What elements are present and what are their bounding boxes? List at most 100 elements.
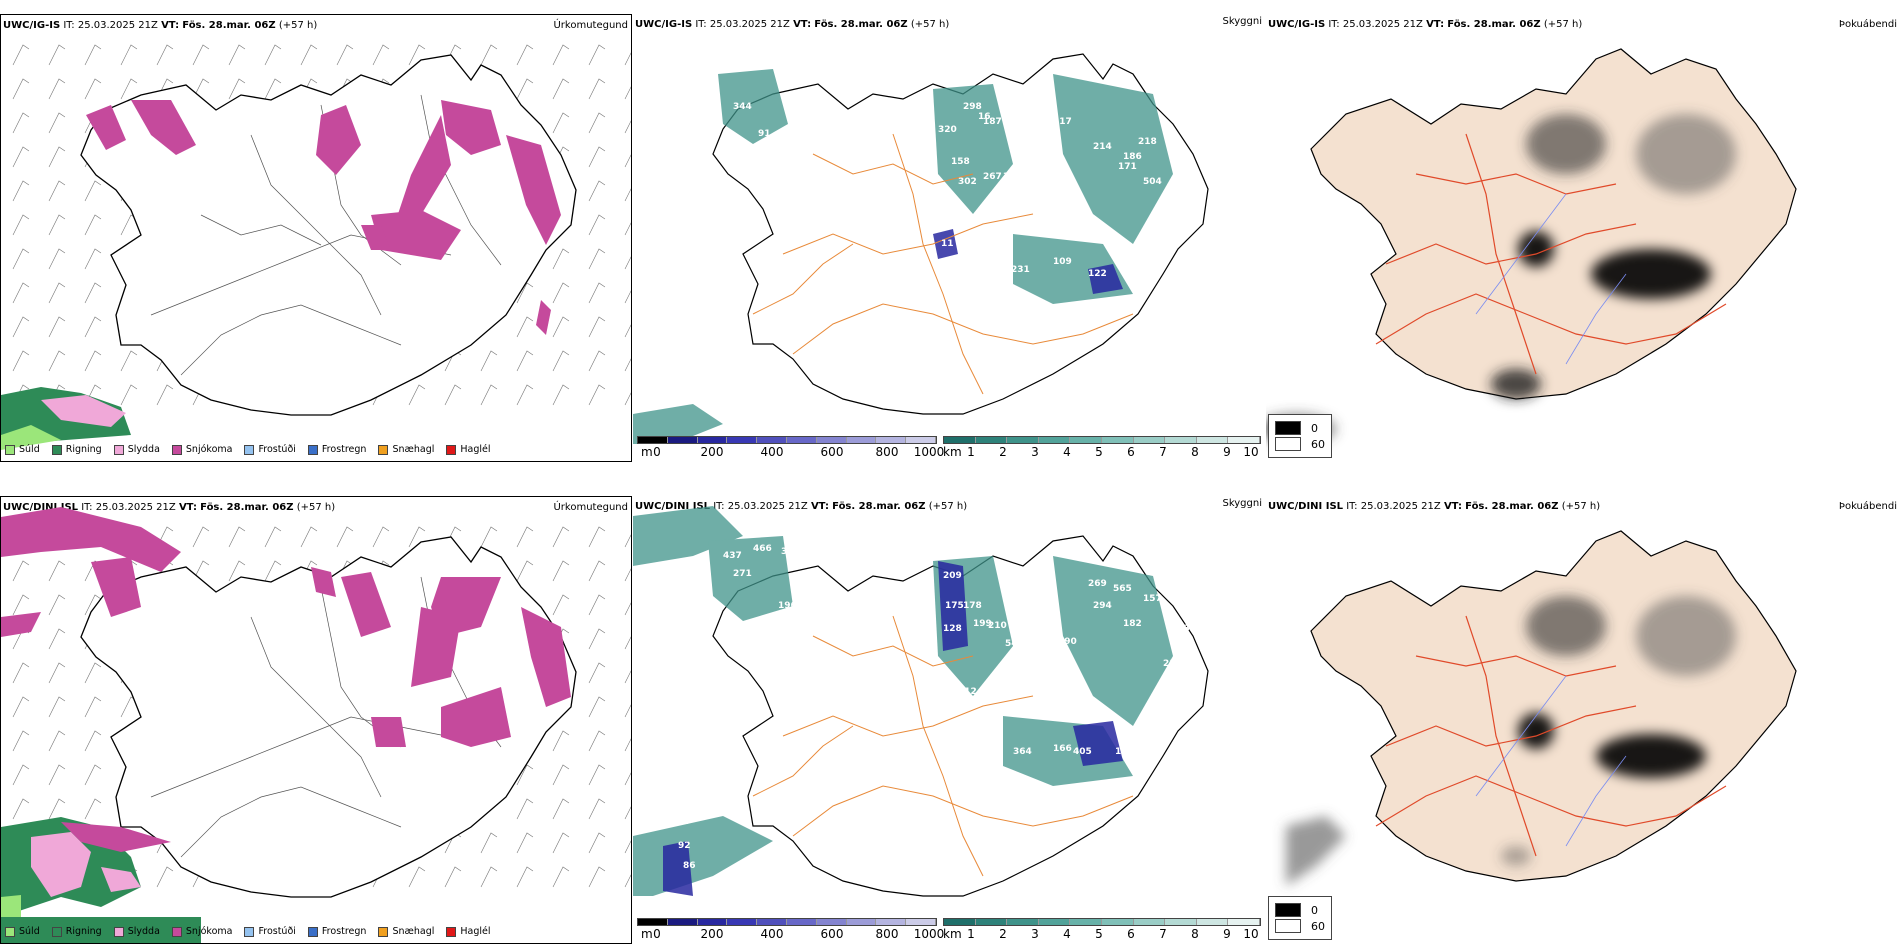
cloud-label: 11 [941,239,954,249]
wind-barb [12,316,30,338]
cloud-label: 112 [958,687,977,697]
cloud-label: 126 [671,817,690,827]
scale-tick: 3 [1031,445,1039,459]
cloud-label: 405 [1073,747,1092,757]
wind-barb [12,78,30,100]
wind-barb [408,866,426,888]
legend-swatch [378,444,389,455]
panel-title: Úrkomutegund [553,20,628,31]
legend-swatch [244,444,255,455]
fog-swatch [1275,919,1301,933]
cloud-label: 231 [1011,265,1030,275]
legend-swatch [113,926,124,937]
legend-item: Rigning [51,926,102,937]
cloud-label: 504 [1143,177,1162,187]
cloud-label: 269 [1088,579,1107,589]
fog-legend: 0 60 [1268,414,1332,458]
cloud-label: 364 [1013,747,1032,757]
panel-header: UWC/IG-IS IT: 25.03.2025 21Z VT: Fös. 28… [1268,19,1583,30]
wind-barb [300,44,318,66]
cloud-label: 218 [1138,137,1157,147]
cloud-label: 216 [1163,659,1182,669]
wind-barb [624,806,631,820]
panel-header: UWC/DINI ISL IT: 25.03.2025 21Z VT: Fös.… [635,501,968,512]
wind-barb [48,764,66,786]
wind-barb [120,78,138,100]
scale-swatch [1196,919,1229,925]
wind-barb [444,866,462,888]
wind-barb [624,86,631,100]
wind-barb [84,730,102,752]
wind-barb [84,180,102,202]
iceland-outline [80,54,577,416]
legend-item: Rigning [51,444,102,455]
wind-barb [228,560,246,582]
wind-barb [48,350,66,372]
wind-barb [408,526,426,548]
visibility-panel-bottom: UWC/DINI ISL IT: 25.03.2025 21Z VT: Fös.… [633,496,1265,944]
wind-barb [228,78,246,100]
wind-barb [588,78,606,100]
legend-swatch [51,444,62,455]
iceland-outline [1310,530,1797,882]
scale-swatch [906,437,936,443]
cloud-label: 610 [998,192,1017,202]
scale-unit: m [641,927,653,941]
wind-barb [264,44,282,66]
scale-swatch [1228,919,1260,925]
wind-barb [516,282,534,304]
cloud-label: 302 [958,177,977,187]
scale-tick: 10 [1243,445,1259,459]
cloud-label: 100 [1115,747,1134,757]
legend-item: Frostúði [244,444,296,455]
cloud-label: 298 [963,102,982,112]
legend-item: Snæhagl [378,926,434,937]
wind-barb [48,282,66,304]
scale-swatch [1038,437,1071,443]
wind-barb [480,526,498,548]
precip-map [1,507,631,943]
scale-swatch [846,437,877,443]
panel-title: Þokuábendi [1838,19,1897,30]
wind-barb [588,282,606,304]
wind-barb [12,282,30,304]
panel-title: Úrkomutegund [553,502,628,513]
cloud-label: 267 [983,172,1002,182]
legend-swatch [307,444,318,455]
fog-legend: 0 60 [1268,896,1332,940]
wind-barb [48,628,66,650]
scale-swatch [786,437,817,443]
cloud-label: 320 [938,125,957,135]
cloud-label: 128 [943,624,962,634]
scale-tick: 1000 [913,927,945,941]
wind-barb [588,832,606,854]
visibility-map: 437 466 368 271 196 209 175 128 178 199 … [633,506,1209,897]
scale-tick: 600 [820,927,844,941]
wind-barb [48,78,66,100]
wind-barb [624,324,631,338]
wind-barb [588,628,606,650]
scale-tick: 0 [653,927,661,941]
wind-barb [588,798,606,820]
wind-barb [624,154,631,168]
wind-barb [192,526,210,548]
cloud-label: 109 [1053,257,1072,267]
wind-barb [516,866,534,888]
panel-title: Þokuábendi [1838,501,1897,512]
scale-tick: 6 [1127,927,1135,941]
sw-precip [1,817,201,943]
wind-barb [12,44,30,66]
wind-barb [588,112,606,134]
wind-barb [624,602,631,616]
wind-barb [408,44,426,66]
wind-barb [12,214,30,236]
wind-barb [588,214,606,236]
legend-swatch [378,926,389,937]
cloud-label: 158 [951,157,970,167]
wind-barb [264,526,282,548]
wind-barb [624,636,631,650]
scale-swatch [816,437,847,443]
scale-swatch [1165,437,1197,443]
scale-swatch [1133,919,1166,925]
wind-barb [516,44,534,66]
